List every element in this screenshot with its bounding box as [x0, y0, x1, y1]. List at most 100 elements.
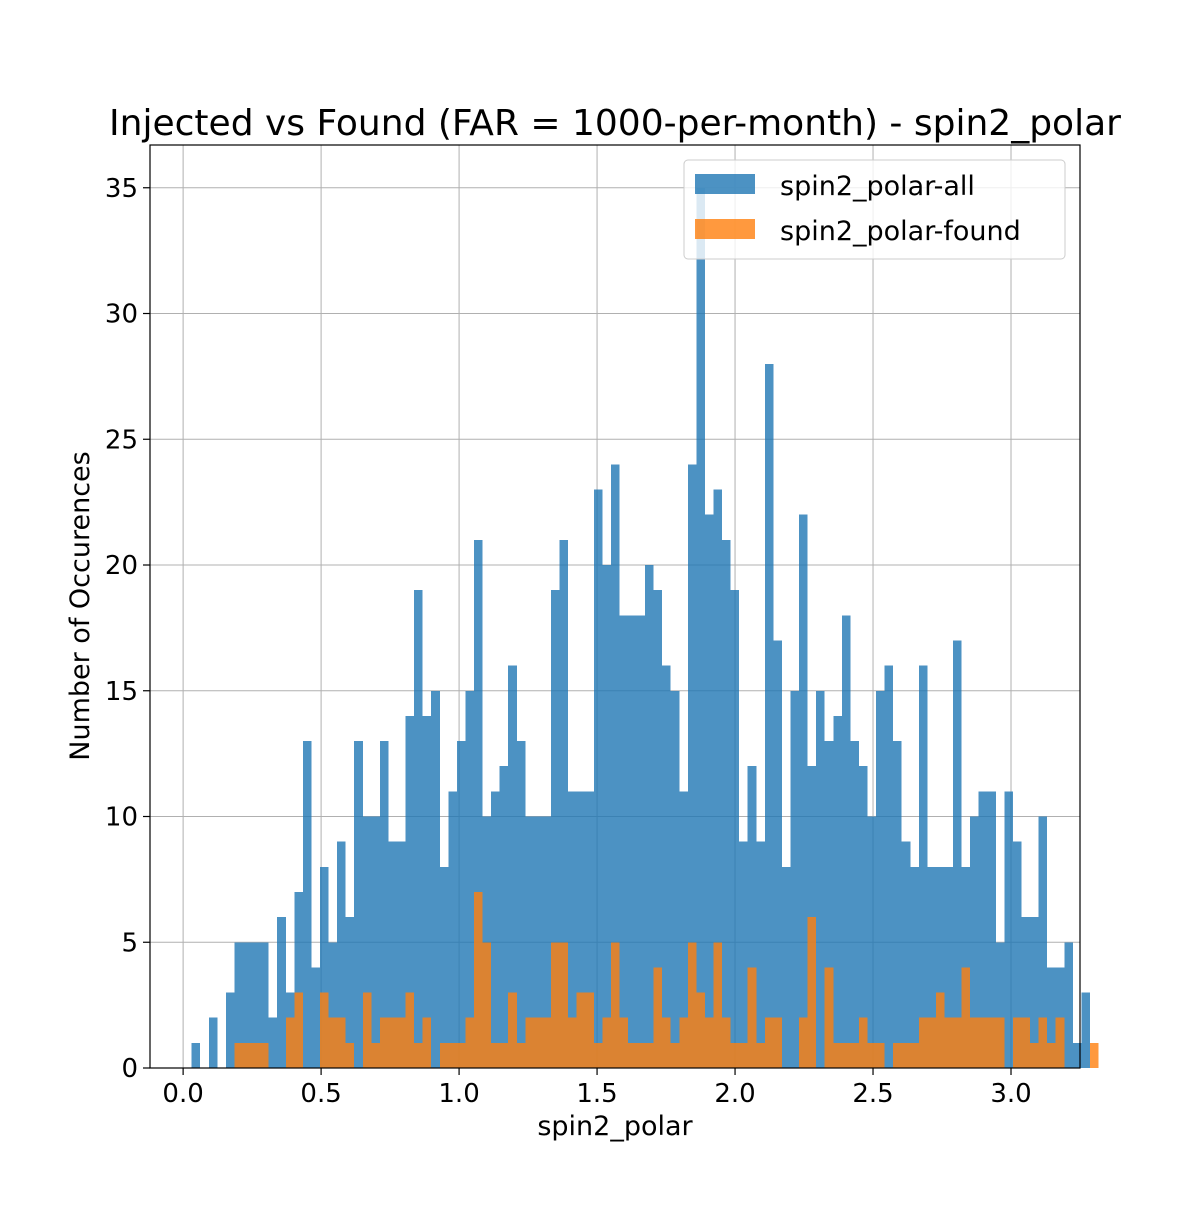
x-tick-label: 2.5 — [852, 1079, 893, 1109]
bar-all — [260, 942, 269, 1068]
bar-all — [713, 489, 723, 1069]
bar-found — [987, 1017, 996, 1068]
bar-all — [1081, 992, 1090, 1068]
bar-found — [388, 1017, 397, 1068]
bar-found — [328, 1017, 338, 1068]
x-axis-label: spin2_polar — [537, 1111, 693, 1142]
bar-all — [1012, 841, 1022, 1068]
bar-found — [285, 1017, 295, 1068]
x-tick-label: 1.0 — [438, 1079, 479, 1109]
bar-found — [645, 1042, 654, 1068]
x-tick-label: 3.0 — [990, 1079, 1031, 1109]
bar-found — [1047, 1042, 1056, 1068]
bar-all — [431, 690, 440, 1068]
bar-found — [739, 1042, 748, 1068]
bar-all — [268, 1017, 278, 1068]
bar-found — [508, 992, 517, 1068]
series-found-bars — [234, 891, 1099, 1068]
bar-all — [593, 489, 603, 1069]
bar-all — [704, 514, 714, 1068]
bar-all — [550, 590, 560, 1068]
bar-found — [260, 1042, 269, 1068]
bar-found — [918, 1017, 928, 1068]
bar-all — [602, 565, 611, 1068]
bar-all — [328, 942, 338, 1068]
bar-found — [422, 1017, 432, 1068]
bar-found — [679, 1017, 688, 1068]
bar-found — [713, 942, 723, 1068]
bar-found — [1030, 1042, 1039, 1068]
bar-all — [337, 841, 346, 1068]
bar-found — [995, 1017, 1005, 1068]
bar-all — [1021, 917, 1031, 1068]
bar-all — [422, 715, 432, 1068]
series-all-bars — [191, 187, 1090, 1069]
bar-found — [927, 1017, 936, 1068]
bar-found — [1021, 1017, 1031, 1068]
bar-found — [978, 1017, 988, 1068]
y-tick-label: 20 — [105, 551, 138, 581]
bar-found — [448, 1042, 457, 1068]
bar-found — [568, 1017, 577, 1068]
bar-all — [234, 942, 243, 1068]
bar-found — [935, 992, 945, 1068]
bar-all — [662, 665, 671, 1068]
bar-all — [456, 741, 466, 1068]
bar-all — [935, 866, 945, 1068]
bar-found — [841, 1042, 851, 1068]
bar-found — [773, 1017, 782, 1068]
bar-all — [756, 841, 765, 1068]
bar-all — [927, 866, 936, 1068]
bar-found — [876, 1042, 885, 1068]
bar-found — [602, 1017, 611, 1068]
y-tick-label: 15 — [105, 677, 138, 707]
bar-all — [354, 741, 363, 1068]
bar-all — [1038, 816, 1048, 1068]
bar-found — [824, 967, 834, 1068]
bar-all — [799, 514, 808, 1068]
bar-found — [653, 967, 663, 1068]
bar-all — [619, 615, 628, 1068]
bar-all — [208, 1017, 218, 1068]
bar-all — [876, 690, 885, 1068]
bar-found — [465, 1017, 474, 1068]
bar-all — [1064, 942, 1073, 1068]
legend[interactable]: spin2_polar-all spin2_polar-found — [683, 159, 1066, 260]
bar-found — [576, 992, 586, 1068]
bar-found — [396, 1017, 406, 1068]
chart-title: Injected vs Found (FAR = 1000-per-month)… — [109, 103, 1121, 144]
bar-all — [781, 866, 791, 1068]
y-axis: 0 5 10 15 20 25 30 35 — [105, 174, 150, 1084]
bar-all — [687, 464, 697, 1068]
bar-all — [918, 665, 928, 1068]
bar-found — [1089, 1042, 1099, 1068]
bar-all — [568, 791, 577, 1068]
bar-found — [1038, 1017, 1048, 1068]
bar-found — [499, 1042, 509, 1068]
legend-label-found: spin2_polar-found — [780, 216, 1021, 247]
bar-found — [243, 1042, 252, 1068]
bar-all — [1004, 791, 1013, 1068]
bar-found — [944, 1017, 954, 1068]
bar-all — [833, 715, 842, 1068]
y-tick-label: 0 — [121, 1054, 138, 1084]
bar-all — [414, 590, 423, 1068]
bar-found — [662, 1017, 671, 1068]
bar-all — [824, 741, 834, 1068]
bar-all — [730, 590, 740, 1068]
bar-all — [499, 766, 509, 1068]
bar-found — [559, 942, 569, 1068]
bar-found — [414, 1042, 423, 1068]
bar-found — [1055, 1017, 1065, 1068]
bar-found — [970, 1017, 979, 1068]
legend-label-all: spin2_polar-all — [780, 171, 975, 202]
bar-all — [910, 866, 919, 1068]
bar-found — [234, 1042, 243, 1068]
bar-found — [319, 992, 329, 1068]
y-tick-label: 5 — [121, 928, 138, 958]
bar-all — [764, 363, 774, 1068]
bar-found — [533, 1017, 543, 1068]
legend-box — [683, 159, 1066, 260]
bar-found — [456, 1042, 466, 1068]
bar-all — [516, 741, 526, 1068]
